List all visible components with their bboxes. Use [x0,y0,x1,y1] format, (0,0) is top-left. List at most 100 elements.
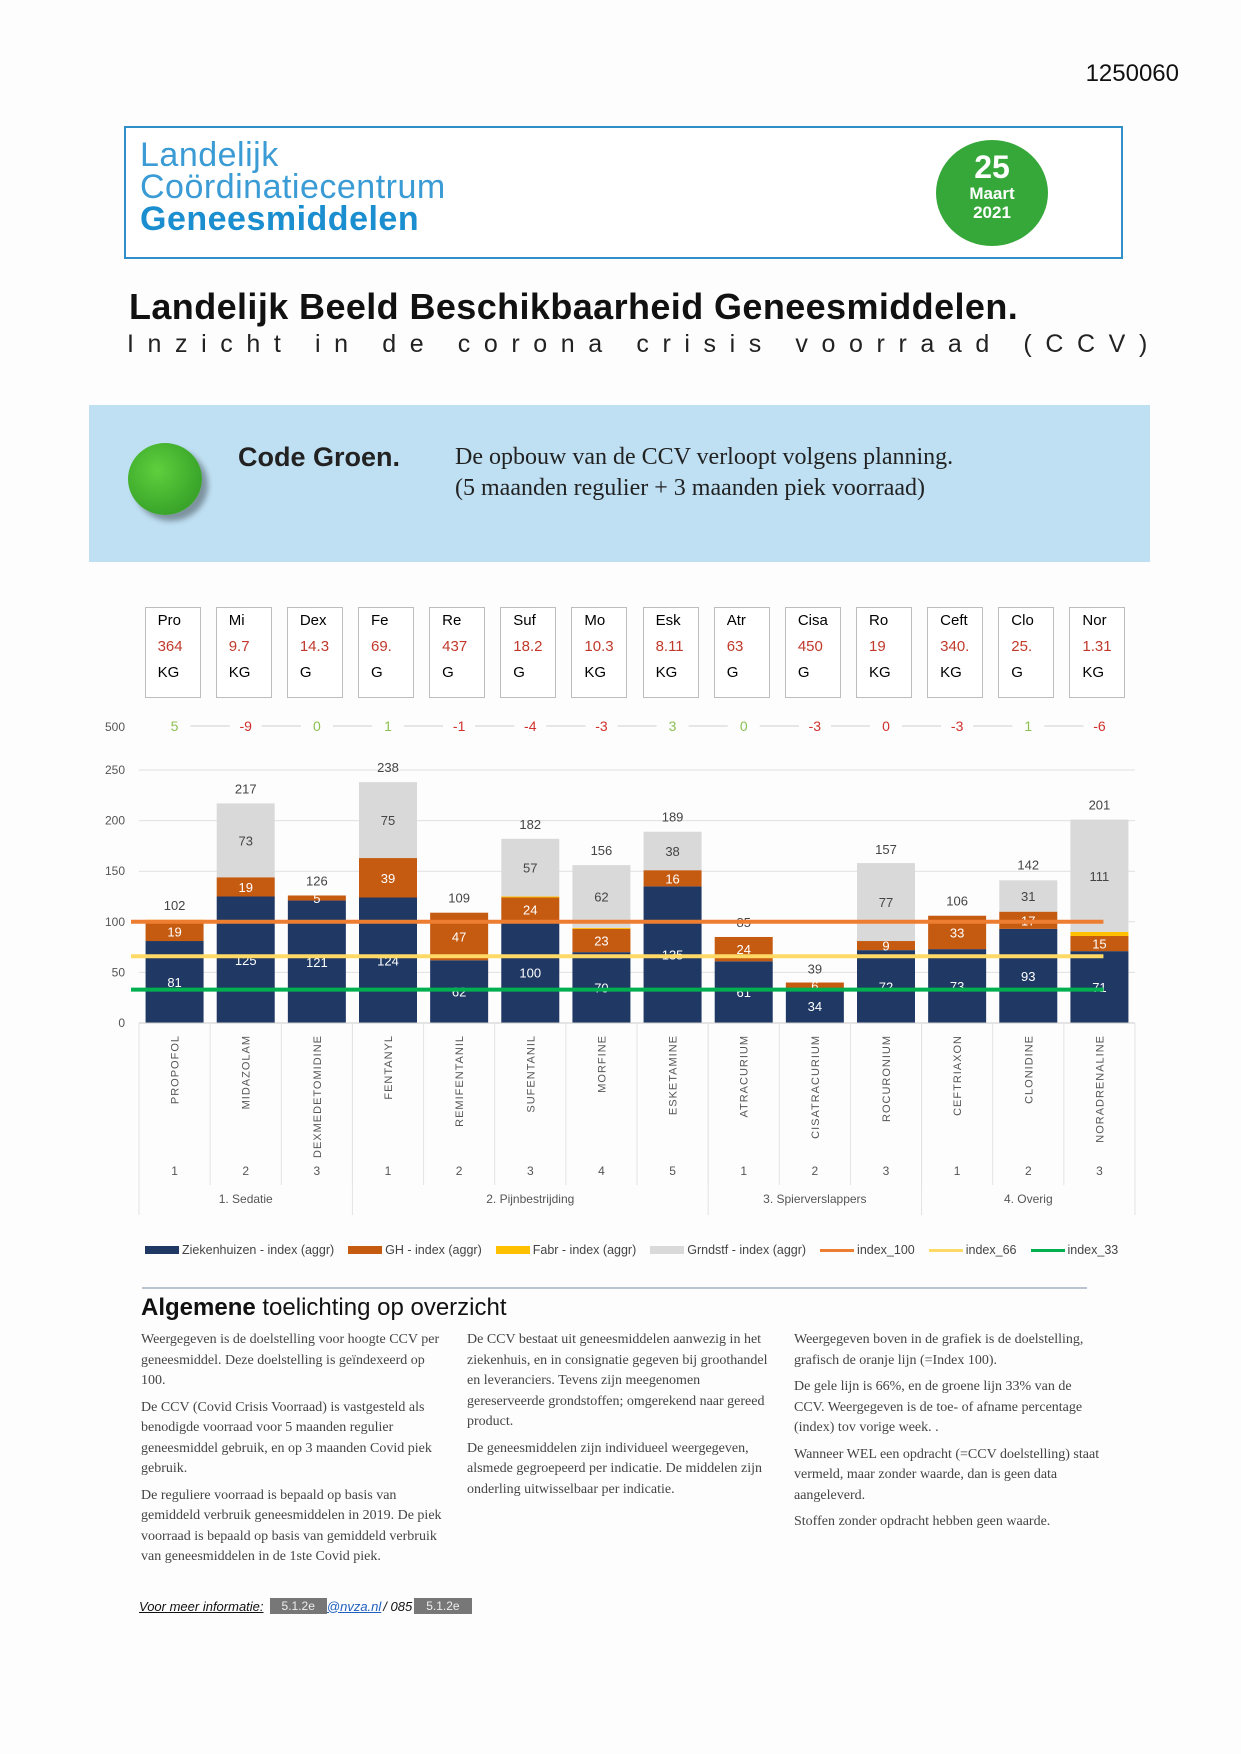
kpi-value: 63 [726,638,744,655]
bar-segment-wholesale [216,877,275,897]
bar-segment-hospital [359,897,417,1023]
bar-segment-wholesale [1070,935,1129,952]
trend-value: 5 [171,718,179,734]
category-sub-index: 1 [954,1164,961,1178]
category-label: REMIFENTANIL [454,1035,466,1127]
kpi-abbr: Nor [1082,612,1107,629]
kpi-abbr: Ceft [940,612,968,629]
bar-segment-wholesale [857,941,915,951]
legend-item: index_33 [1030,1243,1118,1257]
category-label: CLONIDINE [1023,1035,1035,1104]
bar-segment-wholesale [287,895,346,901]
bar-data-label: 24 [736,942,750,957]
trend-value: 1 [1024,718,1032,734]
section-title: Algemene toelichting op overzicht [141,1294,507,1322]
category-label: CEFTRIAXON [952,1035,964,1116]
footer-contact: Voor meer informatie: 5.1.2e @nvza.nl / … [139,1598,472,1614]
legend-label: Fabr - index (aggr) [532,1243,637,1257]
bar-total-label: 109 [448,891,470,906]
kpi-abbr: Re [442,612,462,629]
legend-item: GH - index (aggr) [348,1243,482,1257]
y-tick-label: 250 [105,763,125,777]
bar-total-label: 156 [591,843,613,858]
bar-segment-hospital [714,961,773,1023]
bar-segment-wholesale [572,928,631,953]
category-sub-index: 3 [314,1164,321,1178]
legend-swatch [1030,1248,1065,1252]
category-sub-index: 5 [669,1164,676,1178]
bar-total-label: 106 [946,894,968,909]
legend-label: Ziekenhuizen - index (aggr) [182,1243,335,1257]
bar-segment-hospital [216,896,275,1023]
kpi-value: 19 [869,638,886,655]
bar-data-label: 73 [950,979,964,994]
category-label: FENTANYL [383,1035,395,1100]
bar-segment-wholesale [145,921,204,942]
email-link[interactable]: @nvza.nl [326,1598,382,1614]
legend-item: index_66 [928,1243,1017,1257]
bar-segment-raw-material [999,880,1058,912]
kpi-box: Mo 10.3 KG [571,607,628,698]
trend-value: -6 [1093,718,1106,734]
category-label: ESKETAMINE [668,1035,680,1115]
legend-item: Ziekenhuizen - index (aggr) [145,1243,334,1257]
bar-segment-raw-material [216,803,275,878]
bar-total-label: 39 [808,962,822,977]
explanation-paragraph: Wanneer WEL een opdracht (=CCV doelstell… [794,1446,1100,1503]
legend-swatch [928,1248,963,1252]
trend-value: -4 [524,718,537,734]
section-title-bold: Algemene [141,1294,256,1321]
bar-data-label: 62 [452,985,466,1000]
kpi-unit: G [371,664,383,681]
bar-data-label: 93 [1021,969,1035,984]
kpi-abbr: Fe [371,612,389,629]
bar-data-label: 5 [313,891,320,906]
bar-data-label: 19 [167,924,181,939]
legend-item: index_100 [820,1243,915,1257]
bar-data-label: 34 [808,999,822,1014]
bar-segment-manufacturer [1070,931,1129,936]
kpi-unit: G [1011,664,1023,681]
status-description: De opbouw van de CCV verloopt volgens pl… [455,442,953,504]
kpi-unit: KG [157,664,180,681]
bar-data-label: 9 [882,939,889,954]
bar-data-label: 71 [1092,980,1106,995]
category-sub-index: 2 [456,1164,463,1178]
kpi-value: 1.31 [1082,638,1112,655]
bar-segment-raw-material [501,838,560,897]
status-line-2: (5 maanden regulier + 3 maanden piek voo… [455,475,926,501]
document-number: 1250060 [1085,60,1179,87]
y-tick-label: 50 [112,965,126,979]
explanation-paragraph: De gele lijn is 66%, en de groene lijn 3… [794,1379,1083,1435]
kpi-abbr: Pro [157,612,181,629]
legend-item: Grndstf - index (aggr) [650,1243,806,1257]
bar-data-label: 38 [665,844,679,859]
trend-value: -9 [239,718,252,734]
bar-data-label: 61 [736,985,750,1000]
kpi-box: Esk 8.11 KG [642,607,699,698]
bar-segment-wholesale [785,982,844,989]
stock-index-chart: 500 5 -9 0 1 -1 -4 -3 3 0 -3 0 -3 1 -6 0 50 100 150 200 250 8… [105,718,1136,1215]
bar-data-label: 57 [523,861,537,876]
y-tick-label: 200 [105,814,125,828]
kpi-box: Dex 14.3 G [286,607,343,698]
bar-data-label: 39 [381,871,395,886]
bar-segment-raw-material [857,863,915,942]
kpi-abbr: Suf [513,612,536,629]
footer-label: Voor meer informatie: [139,1598,264,1614]
bar-segment-manufacturer [572,927,631,929]
category-sub-index: 2 [242,1164,249,1178]
bar-total-label: 182 [519,817,541,832]
date-month: Maart [969,184,1015,203]
category-sub-index: 1 [740,1164,747,1178]
redacted-block: 5.1.2e [269,1598,327,1614]
bar-total-label: 217 [235,781,257,796]
category-label: MIDAZOLAM [241,1035,253,1109]
redacted-block: 5.1.2e [414,1598,472,1614]
kpi-abbr: Atr [726,612,746,629]
category-sub-index: 1 [385,1164,392,1178]
bar-segment-raw-material [643,831,702,871]
category-sub-index: 3 [1096,1164,1103,1178]
logo-line-2: Coördinatiecentrum [140,168,446,206]
explanation-column: De CCV bestaat uit geneesmiddelen aanwez… [467,1330,777,1506]
